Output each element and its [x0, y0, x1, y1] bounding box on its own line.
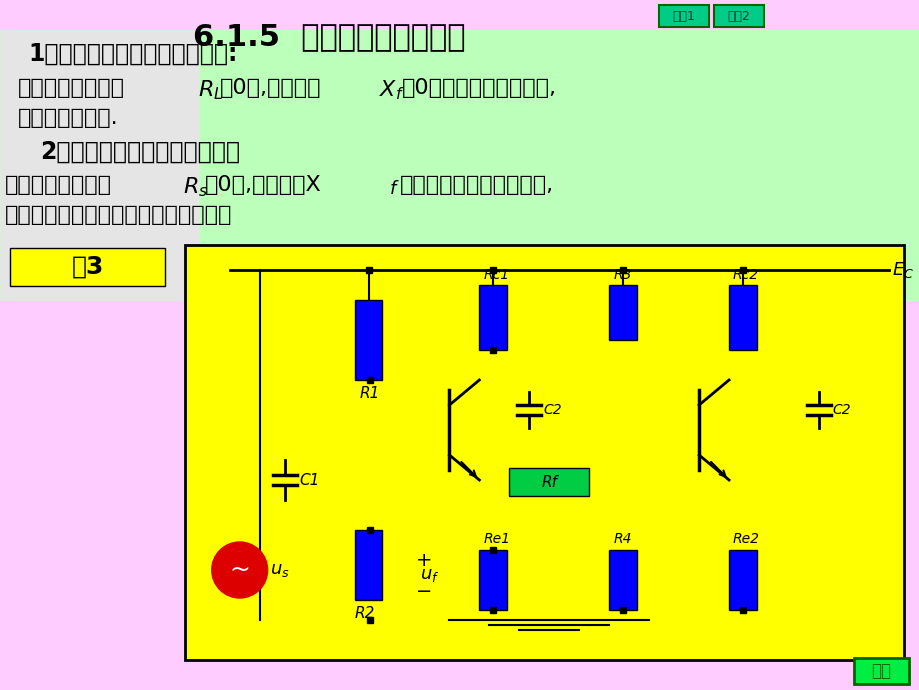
- Text: R4: R4: [613, 532, 631, 546]
- Text: Re1: Re1: [482, 532, 510, 546]
- FancyBboxPatch shape: [658, 5, 709, 27]
- Bar: [608, 550, 637, 610]
- Text: C1: C1: [300, 473, 320, 488]
- Bar: [608, 285, 637, 340]
- Text: 则判断为并联反馈。否则为串联反馈。: 则判断为并联反馈。否则为串联反馈。: [5, 205, 233, 225]
- Circle shape: [211, 542, 267, 598]
- Text: $X_f$: $X_f$: [379, 78, 404, 101]
- Text: $R_L$: $R_L$: [198, 78, 222, 101]
- Text: ＝0，则判断为电压反馈,: ＝0，则判断为电压反馈,: [401, 78, 556, 98]
- FancyBboxPatch shape: [10, 248, 165, 286]
- Bar: [185, 245, 902, 660]
- Bar: [354, 300, 382, 380]
- Text: 如果输入端短路（: 如果输入端短路（: [5, 175, 112, 195]
- Bar: [509, 468, 588, 496]
- Text: ＝0）,反馈信号: ＝0）,反馈信号: [220, 78, 321, 98]
- Bar: [728, 550, 756, 610]
- Text: 1．判断电压反馈还是电流反馈:: 1．判断电压反馈还是电流反馈:: [28, 42, 237, 66]
- Text: 否则为电流反馈.: 否则为电流反馈.: [18, 108, 119, 128]
- Text: C2: C2: [543, 403, 562, 417]
- Text: −: −: [415, 582, 432, 602]
- Text: $R_s$: $R_s$: [183, 175, 208, 199]
- Bar: [728, 285, 756, 350]
- Text: $u_s$: $u_s$: [269, 561, 289, 579]
- FancyBboxPatch shape: [713, 5, 763, 27]
- Text: 2．判断并联反馈还是串联反馈: 2．判断并联反馈还是串联反馈: [40, 140, 240, 164]
- Text: C2: C2: [832, 403, 851, 417]
- Text: 休息1: 休息1: [672, 10, 695, 23]
- Text: Rc1: Rc1: [482, 268, 509, 282]
- Text: $u_f$: $u_f$: [419, 566, 438, 584]
- Text: R3: R3: [613, 268, 631, 282]
- Bar: [354, 530, 382, 600]
- Text: 6.1.5  判别反馈类型的方法: 6.1.5 判别反馈类型的方法: [193, 22, 465, 51]
- Text: 返回: 返回: [870, 662, 890, 680]
- Text: f: f: [389, 180, 395, 198]
- Text: ＝0）,反馈信号X: ＝0）,反馈信号X: [205, 175, 321, 195]
- Text: Rf: Rf: [540, 475, 557, 489]
- Bar: [479, 550, 506, 610]
- Text: $E_C$: $E_C$: [891, 260, 913, 280]
- Text: 如果输出端短路（: 如果输出端短路（: [18, 78, 125, 98]
- Text: 加不到基本放大器输入端,: 加不到基本放大器输入端,: [399, 175, 553, 195]
- Text: ~: ~: [229, 558, 250, 582]
- Bar: [199, 30, 918, 300]
- Text: Rc2: Rc2: [732, 268, 758, 282]
- Text: R1: R1: [359, 386, 380, 401]
- Text: 例3: 例3: [72, 255, 104, 279]
- Text: 休息2: 休息2: [727, 10, 750, 23]
- Text: +: +: [415, 551, 432, 569]
- Bar: [479, 285, 506, 350]
- Text: Re2: Re2: [732, 532, 759, 546]
- Bar: [0, 30, 918, 300]
- Text: R2: R2: [354, 606, 375, 621]
- FancyBboxPatch shape: [853, 658, 908, 684]
